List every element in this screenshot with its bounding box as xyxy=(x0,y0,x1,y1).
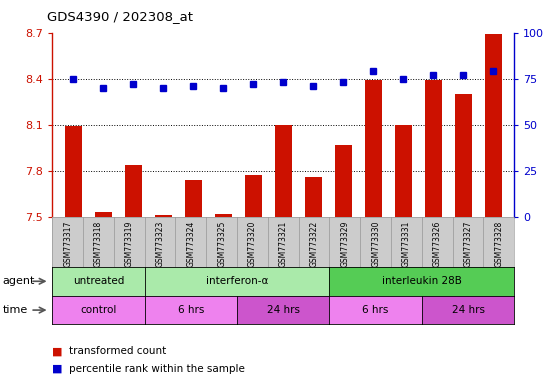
Bar xyxy=(95,212,112,217)
Text: GSM773322: GSM773322 xyxy=(310,221,318,267)
Text: GSM773325: GSM773325 xyxy=(217,221,226,267)
Bar xyxy=(155,215,172,217)
Bar xyxy=(125,165,141,217)
Bar xyxy=(215,214,232,217)
Text: GSM773326: GSM773326 xyxy=(433,221,442,267)
Text: GSM773319: GSM773319 xyxy=(125,221,134,267)
Bar xyxy=(275,125,292,217)
Text: GSM773320: GSM773320 xyxy=(248,221,257,267)
Text: 24 hrs: 24 hrs xyxy=(267,305,300,315)
Text: ■: ■ xyxy=(52,364,63,374)
Text: percentile rank within the sample: percentile rank within the sample xyxy=(69,364,245,374)
Text: GSM773329: GSM773329 xyxy=(340,221,349,267)
Text: GDS4390 / 202308_at: GDS4390 / 202308_at xyxy=(47,10,192,23)
Text: GSM773330: GSM773330 xyxy=(371,221,380,267)
Text: GSM773327: GSM773327 xyxy=(464,221,472,267)
Bar xyxy=(455,94,471,217)
Bar xyxy=(185,180,201,217)
Text: GSM773331: GSM773331 xyxy=(402,221,411,267)
Text: untreated: untreated xyxy=(73,276,124,286)
Bar xyxy=(245,175,261,217)
Text: agent: agent xyxy=(3,276,35,286)
Text: time: time xyxy=(3,305,28,315)
Bar xyxy=(65,126,81,217)
Text: control: control xyxy=(80,305,117,315)
Text: 6 hrs: 6 hrs xyxy=(362,305,389,315)
Text: 6 hrs: 6 hrs xyxy=(178,305,204,315)
Text: interleukin 28B: interleukin 28B xyxy=(382,276,462,286)
Text: GSM773324: GSM773324 xyxy=(186,221,195,267)
Bar xyxy=(395,125,411,217)
Text: transformed count: transformed count xyxy=(69,346,166,356)
Text: GSM773318: GSM773318 xyxy=(94,221,103,267)
Bar xyxy=(485,34,502,217)
Text: 24 hrs: 24 hrs xyxy=(452,305,485,315)
Text: GSM773328: GSM773328 xyxy=(494,221,503,267)
Bar xyxy=(365,80,382,217)
Bar xyxy=(305,177,322,217)
Text: GSM773317: GSM773317 xyxy=(63,221,72,267)
Text: ■: ■ xyxy=(52,346,63,356)
Text: interferon-α: interferon-α xyxy=(206,276,268,286)
Text: GSM773321: GSM773321 xyxy=(279,221,288,267)
Text: GSM773323: GSM773323 xyxy=(156,221,164,267)
Bar xyxy=(335,145,351,217)
Bar xyxy=(425,80,442,217)
